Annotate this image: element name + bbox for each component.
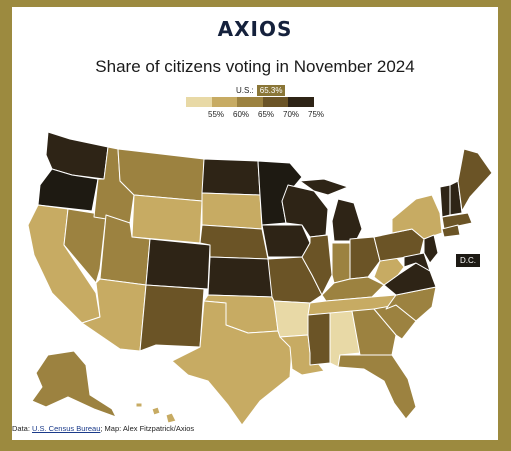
state-michigan[interactable] [331,198,363,242]
axios-logo: AXIOS [217,17,293,41]
state-nebraska[interactable] [199,224,269,260]
dc-label: D.C. [456,254,480,267]
state-illinois[interactable] [301,234,333,296]
state-maryland[interactable] [403,252,431,272]
us-average-value: 65.3% [256,84,286,96]
map-card: AXIOS Share of citizens voting in Novemb… [12,7,498,440]
state-florida[interactable] [337,354,417,420]
state-indiana[interactable] [331,242,351,284]
legend-tick-5: 75% [307,110,325,119]
legend-tick-3: 65% [257,110,275,119]
state-maine[interactable] [457,148,493,212]
color-legend [186,97,314,107]
legend-swatch-4 [262,97,289,107]
state-mississippi[interactable] [307,312,331,366]
state-wyoming[interactable] [131,194,203,244]
source-prefix: Data: [12,424,33,433]
state-oregon[interactable] [37,168,99,212]
state-arkansas[interactable] [273,300,311,338]
state-ohio[interactable] [349,236,381,280]
state-new-jersey[interactable] [423,234,439,264]
source-suffix: ; Map: Alex Fitzpatrick/Axios [100,424,195,433]
state-hawaii[interactable] [135,402,177,424]
state-texas[interactable] [171,300,293,425]
source-link[interactable]: U.S. Census Bureau [32,424,101,433]
us-choropleth-map [27,131,493,425]
us-average-label: U.S.: [236,85,254,95]
state-iowa[interactable] [261,224,311,258]
state-north-dakota[interactable] [201,158,261,196]
state-michigan-upper[interactable] [299,178,349,196]
state-kansas[interactable] [207,256,273,298]
state-connecticut[interactable] [441,224,461,238]
state-colorado[interactable] [145,238,211,290]
legend-tick-1: 55% [207,110,225,119]
legend-swatch-3 [237,97,263,107]
state-south-dakota[interactable] [201,192,263,230]
legend-tick-2: 60% [232,110,250,119]
us-average-row: U.S.: 65.3% [236,83,286,97]
state-new-york[interactable] [391,194,443,240]
legend-swatch-1 [186,97,212,107]
state-alaska[interactable] [31,350,117,418]
state-new-mexico[interactable] [139,284,205,352]
map-title: Share of citizens voting in November 202… [95,57,415,76]
legend-swatch-5 [288,97,314,107]
state-georgia[interactable] [351,308,397,356]
state-vermont[interactable] [439,184,451,218]
state-massachusetts[interactable] [441,212,473,230]
source-note: Data: U.S. Census Bureau; Map: Alex Fitz… [12,424,194,433]
legend-tick-4: 70% [282,110,300,119]
legend-swatch-2 [211,97,238,107]
legend-ticks: 55% 60% 65% 70% 75% [186,110,346,122]
